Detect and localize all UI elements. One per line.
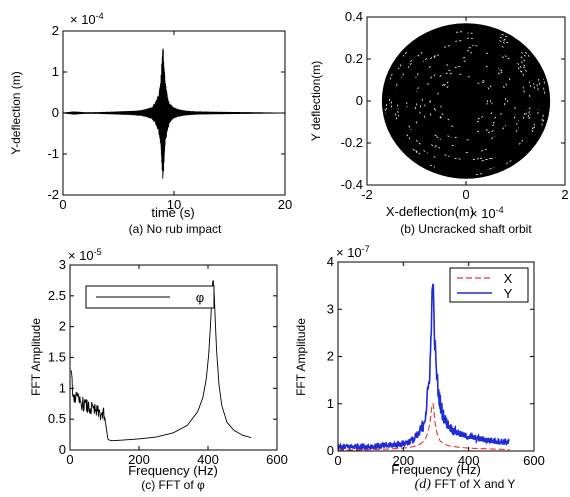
series-line-phi [70,280,252,442]
panel-caption-prefix: (d) [415,477,435,492]
x-tick-label: -2 [361,187,373,202]
axis-exponent-power: -7 [362,244,370,254]
axis-exponent: × 10-4 [70,11,104,27]
chart-panel-3: 0 200 400 600 0 0.5 1 1.5 2 2.5 3× 10-5 Frequency (… [29,247,288,492]
y-tick-label: 1 [52,64,59,79]
x-tick-label: 400 [458,453,480,468]
x-axis-label: time (s) [151,205,194,220]
legend: XY [449,267,529,303]
legend-label-phi: φ [196,290,204,305]
chart-panel-2: -2 0 2 -0.4 -0.2 0 0.2 0.4 × 10-4X-deflection(m)… [309,9,569,236]
y-tick-label: -0.2 [341,135,363,150]
plot-area [381,23,551,179]
y-tick-label: 2.5 [48,288,66,303]
plot-area [63,48,285,179]
y-tick-label: -1 [47,146,59,161]
y-tick-label: 0 [356,93,363,108]
panel-caption: (b) Uncracked shaft orbit [400,222,532,236]
x-axis-label: Frequency (Hz) [391,462,481,477]
orbit-trace [384,31,545,175]
y-axis-label: Y-deflection (m) [9,71,23,155]
y-tick-label: 0 [52,105,59,120]
legend-box [449,267,529,303]
y-tick-label: 0.5 [48,411,66,426]
y-tick-label: -2 [47,187,59,202]
legend: φ [85,285,215,309]
y-axis-label: Y deflection(m) [309,61,323,141]
x-tick-label: 0 [59,197,66,212]
plot-area [70,280,252,442]
axis-exponent: × 10-7 [336,244,370,260]
axis-exponent-power: -5 [94,247,102,257]
orbit-fill [381,23,551,179]
x-axis-label: X-deflection(m) [386,204,474,219]
x-tick-label: 0 [334,453,341,468]
panel-caption-text: FFT of X and Y [434,477,515,491]
y-tick-label: 3 [327,301,334,316]
axis-exponent: × 10-5 [68,247,102,263]
x-tick-label: 10 [167,197,181,212]
panel-caption: (a) No rub impact [129,222,222,236]
x-tick-label: 200 [128,452,150,467]
panel-caption: (c) FFT of φ [141,478,205,492]
axis-exponent: × 10-4 [470,205,504,221]
x-tick-label: 600 [266,452,288,467]
x-tick-label: 0 [462,187,469,202]
y-tick-label: 1.5 [48,350,66,365]
legend-label-x: X [504,271,513,286]
y-tick-label: 2 [59,319,66,334]
y-tick-label: 0.4 [345,9,363,24]
x-tick-label: 2 [561,187,568,202]
y-tick-label: 2 [52,23,59,38]
x-axis-label: Frequency (Hz) [128,463,218,478]
axis-exponent-power: -4 [496,205,504,215]
chart-panel-4: 0 200 400 600 0 1 2 3 4× 10-7 Frequency (Hz) FFT A… [294,244,545,492]
y-tick-label: 1 [59,380,66,395]
x-tick-label: 600 [523,453,545,468]
y-tick-label: 1 [327,396,334,411]
y-tick-label: 0 [59,442,66,457]
y-axis-label: FFT Amplitude [29,318,43,396]
x-tick-label: 0 [66,452,73,467]
chart-panel-1: 0 10 20 -2 -1 0 1 2 × 10-4 time (s) Y-deflection (… [9,11,292,236]
series-line-x [338,402,510,451]
series-line [63,48,285,179]
series-line-y [338,283,510,451]
panel-caption: (d) FFT of X and Y [415,477,516,492]
legend-label-y: Y [504,286,513,301]
axis-exponent-power: -4 [96,11,104,21]
x-tick-label: 400 [197,452,219,467]
x-tick-label: 20 [278,197,292,212]
y-axis-label: FFT Amplitude [294,318,308,396]
y-tick-label: 4 [327,254,334,269]
y-tick-label: 0.2 [345,51,363,66]
y-tick-label: 3 [59,257,66,272]
plot-area [338,283,510,451]
y-tick-label: -0.4 [341,177,363,192]
y-tick-label: 0 [327,443,334,458]
x-tick-label: 200 [392,453,414,468]
y-tick-label: 2 [327,349,334,364]
